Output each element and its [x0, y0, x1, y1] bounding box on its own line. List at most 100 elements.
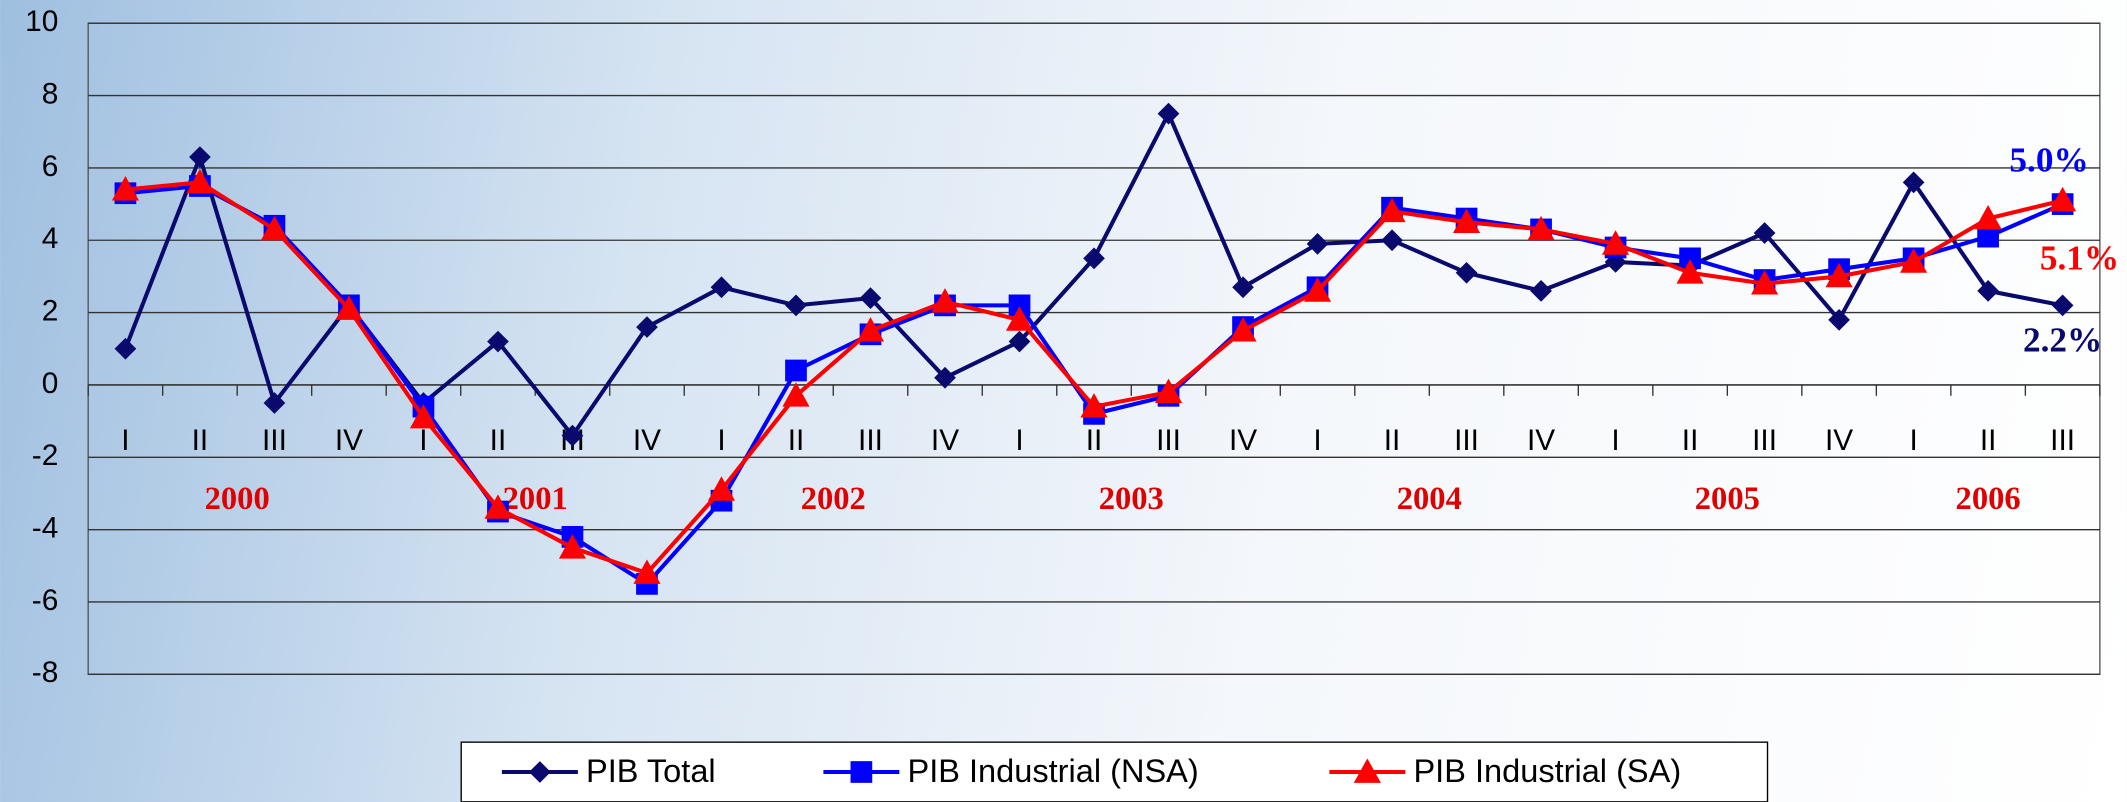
- x-tick-label: IV: [335, 424, 363, 457]
- data-point: [1825, 262, 1853, 288]
- data-point: [785, 294, 807, 317]
- data-point: [1008, 294, 1031, 317]
- x-tick-label: I: [717, 424, 725, 457]
- data-point: [1229, 317, 1257, 342]
- data-point: [1676, 259, 1704, 284]
- data-label: 5.1%: [2040, 239, 2119, 278]
- data-point: [1977, 225, 1999, 248]
- data-point: [707, 476, 736, 501]
- y-tick-label: 0: [42, 367, 59, 400]
- data-point: [484, 494, 512, 519]
- y-tick-label: -6: [32, 584, 59, 617]
- x-tick-label: II: [192, 424, 209, 457]
- legend-marker: [850, 761, 873, 783]
- data-point: [263, 392, 286, 414]
- year-label: 2003: [1099, 481, 1164, 517]
- year-label: 2005: [1695, 481, 1760, 517]
- data-point: [558, 534, 587, 559]
- x-tick-label: III: [2050, 424, 2075, 457]
- x-tick-label: II: [490, 424, 507, 457]
- x-tick-label: III: [858, 424, 883, 457]
- year-label: 2001: [503, 481, 568, 517]
- data-point: [1303, 277, 1332, 302]
- x-tick-label: III: [1752, 424, 1777, 457]
- data-point: [409, 403, 438, 429]
- data-point: [1602, 230, 1630, 255]
- x-tick-label: IV: [1825, 424, 1853, 457]
- data-point: [1157, 102, 1180, 125]
- data-point: [114, 337, 137, 360]
- data-point: [931, 288, 959, 313]
- data-point: [859, 287, 882, 309]
- x-tick-label: I: [1611, 424, 1619, 457]
- data-point: [1751, 270, 1779, 295]
- legend-marker: [1353, 758, 1381, 783]
- data-point: [1452, 208, 1481, 234]
- data-point: [2049, 186, 2077, 212]
- data-point: [785, 359, 807, 382]
- x-tick-label: I: [1909, 424, 1917, 457]
- x-tick-label: IV: [1527, 424, 1555, 457]
- data-point: [1974, 204, 2002, 230]
- x-tick-label: II: [1384, 424, 1401, 457]
- data-label: 5.0%: [2009, 140, 2088, 179]
- y-tick-label: -8: [32, 656, 59, 689]
- x-tick-label: III: [262, 424, 287, 457]
- data-point: [1005, 306, 1034, 331]
- x-tick-label: I: [1015, 424, 1023, 457]
- year-label: 2006: [1956, 481, 2021, 517]
- legend-box: [460, 741, 1769, 802]
- y-tick-label: 8: [42, 77, 59, 110]
- year-label: 2000: [205, 481, 270, 517]
- data-point: [1753, 222, 1776, 244]
- x-tick-label: III: [1156, 424, 1181, 457]
- legend-label: PIB Total: [586, 753, 716, 789]
- data-point: [1530, 280, 1552, 302]
- legend-label: PIB Industrial (SA): [1413, 753, 1681, 789]
- y-tick-label: 2: [42, 294, 59, 327]
- x-tick-label: I: [121, 424, 129, 457]
- data-point: [1080, 393, 1108, 418]
- legend-marker: [529, 761, 551, 783]
- data-point: [189, 146, 211, 168]
- year-label: 2004: [1397, 481, 1462, 517]
- data-point: [782, 382, 810, 407]
- legend-label: PIB Industrial (NSA): [908, 753, 1199, 789]
- data-point: [1083, 247, 1105, 270]
- x-tick-label: III: [1454, 424, 1479, 457]
- data-point: [1527, 215, 1555, 241]
- y-tick-label: 10: [25, 5, 58, 38]
- data-point: [2051, 294, 2074, 317]
- x-tick-label: I: [419, 424, 427, 457]
- x-tick-label: IV: [633, 424, 661, 457]
- data-point: [1306, 233, 1329, 255]
- data-point: [1828, 308, 1850, 331]
- data-point: [710, 276, 733, 299]
- year-label: 2002: [801, 481, 866, 517]
- data-point: [186, 168, 214, 194]
- y-tick-label: -4: [32, 512, 59, 545]
- data-point: [1378, 197, 1406, 223]
- data-point: [1902, 171, 1925, 194]
- x-tick-label: IV: [931, 424, 959, 457]
- data-point: [1900, 248, 1928, 273]
- x-tick-label: II: [788, 424, 805, 457]
- data-point: [856, 317, 885, 342]
- data-label: 2.2%: [2023, 320, 2102, 359]
- data-point: [1455, 261, 1478, 284]
- x-tick-label: II: [1980, 424, 1997, 457]
- x-tick-label: IV: [1229, 424, 1257, 457]
- data-point: [335, 295, 363, 320]
- y-tick-label: 6: [42, 150, 59, 183]
- y-tick-label: 4: [42, 222, 59, 255]
- data-point: [1977, 280, 1999, 302]
- data-point: [636, 316, 658, 338]
- x-tick-label: II: [1682, 424, 1699, 457]
- data-point: [1679, 247, 1701, 270]
- x-tick-label: I: [1313, 424, 1321, 457]
- data-point: [1154, 378, 1183, 404]
- y-tick-label: -2: [32, 439, 59, 472]
- data-point: [934, 366, 956, 389]
- data-point: [1381, 229, 1403, 252]
